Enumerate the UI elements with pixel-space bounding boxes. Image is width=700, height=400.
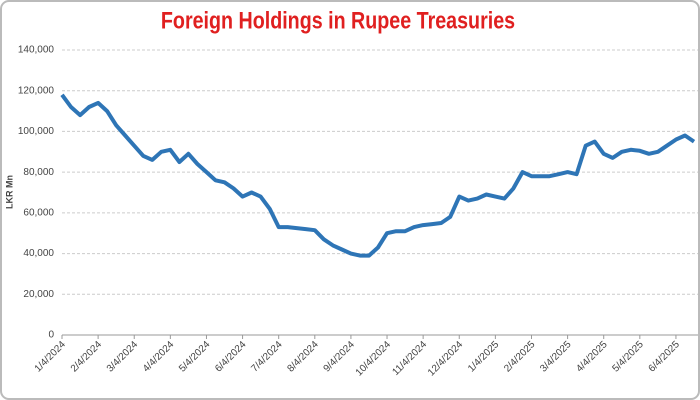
y-axis-label: LKR Mn bbox=[4, 175, 14, 209]
y-tick-label: 100,000 bbox=[18, 126, 55, 137]
y-tick-label: 40,000 bbox=[23, 248, 54, 259]
y-tick-label: 20,000 bbox=[23, 289, 54, 300]
y-tick-label: 120,000 bbox=[18, 85, 55, 96]
y-tick-label: 60,000 bbox=[23, 207, 54, 218]
y-tick-label: 0 bbox=[48, 330, 54, 341]
y-tick-label: 80,000 bbox=[23, 167, 54, 178]
chart-title: Foreign Holdings in Rupee Treasuries bbox=[161, 6, 515, 33]
y-tick-label: 140,000 bbox=[18, 45, 55, 56]
data-line bbox=[60, 93, 696, 258]
